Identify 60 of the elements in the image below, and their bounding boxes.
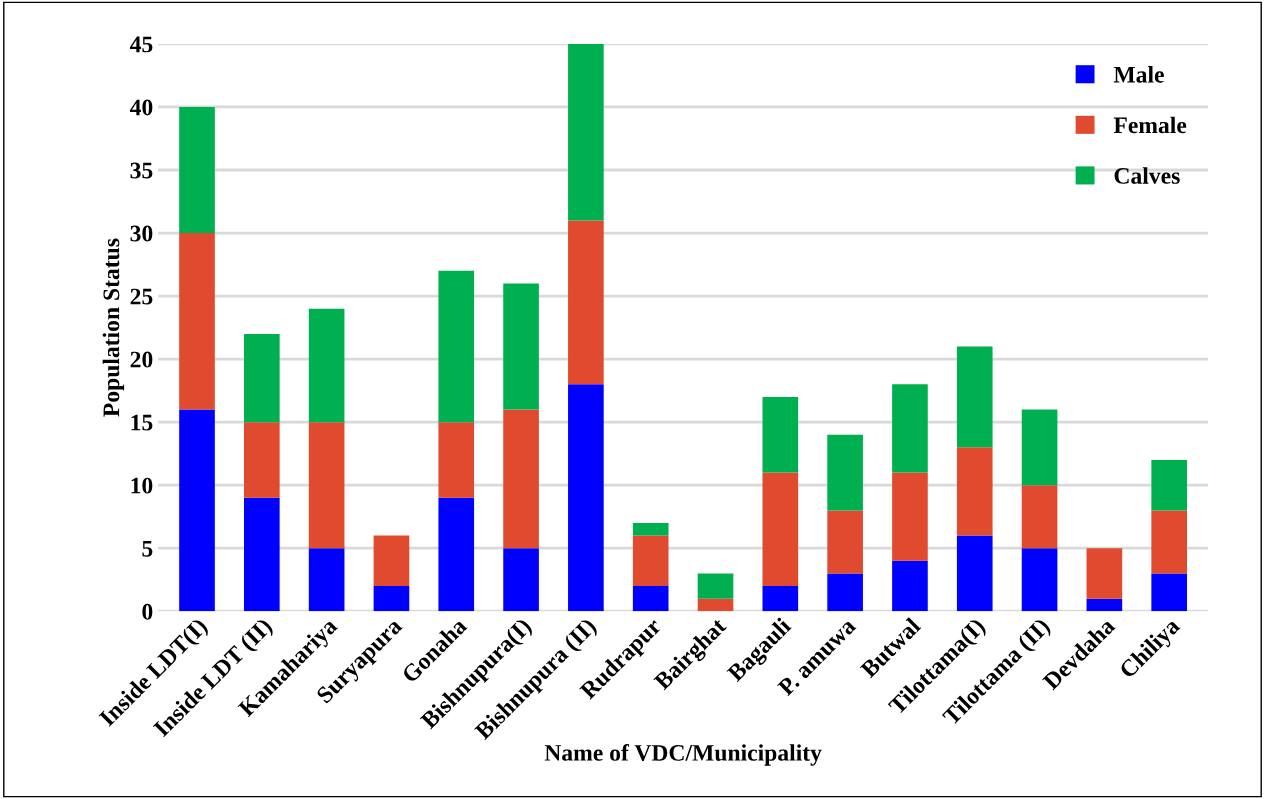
y-tick-label: 40 <box>129 99 153 116</box>
y-tick-label: 25 <box>130 288 153 305</box>
bar <box>308 308 345 423</box>
bar <box>956 447 993 536</box>
bar <box>762 396 799 473</box>
y-tick-label: 5 <box>142 540 153 557</box>
bar <box>1151 459 1188 511</box>
x-axis-title: Name of VDC/Municipality <box>544 743 822 766</box>
bar <box>308 422 345 549</box>
bar <box>503 283 539 410</box>
bar <box>892 560 928 612</box>
bar <box>1086 548 1123 599</box>
bar <box>956 535 993 612</box>
bar <box>568 220 604 385</box>
legend-label: Female <box>1113 116 1187 134</box>
bar <box>244 333 280 423</box>
bar <box>438 270 475 423</box>
bar <box>568 384 604 612</box>
bar <box>503 548 539 612</box>
bar <box>697 598 734 612</box>
bar <box>438 497 475 612</box>
bar <box>632 522 669 536</box>
bar <box>632 586 669 612</box>
bar <box>697 573 734 599</box>
bar <box>503 409 539 549</box>
y-tick-label: 15 <box>131 414 153 431</box>
bar <box>179 233 215 410</box>
bar <box>373 586 410 612</box>
bar <box>1151 573 1188 612</box>
bar <box>1021 548 1058 612</box>
bar <box>1086 598 1123 612</box>
y-tick-label: 10 <box>131 477 153 494</box>
bar <box>892 472 928 561</box>
y-tick-label: 20 <box>130 351 153 368</box>
bar <box>438 422 475 498</box>
bar <box>762 472 799 587</box>
bar <box>244 422 280 498</box>
legend-label: Male <box>1113 66 1164 83</box>
y-tick-label: 45 <box>129 36 153 53</box>
bar <box>1151 510 1188 574</box>
bar <box>179 106 215 234</box>
bar <box>1021 409 1058 486</box>
bar <box>373 535 410 587</box>
bar <box>244 497 280 612</box>
bar <box>762 586 799 612</box>
bar <box>308 548 345 612</box>
bar <box>1021 485 1058 549</box>
bar <box>827 434 863 511</box>
bar <box>827 573 863 612</box>
bar <box>892 384 928 473</box>
y-tick-label: 35 <box>130 162 153 179</box>
bar <box>956 346 993 448</box>
y-tick-label: 30 <box>130 225 153 242</box>
y-axis-title: Population Status <box>102 238 125 417</box>
y-tick-label: 0 <box>142 603 153 620</box>
bar <box>568 43 604 221</box>
bar <box>827 510 863 574</box>
bar <box>632 535 669 587</box>
legend-label: Calves <box>1114 167 1180 184</box>
bar <box>179 409 215 612</box>
